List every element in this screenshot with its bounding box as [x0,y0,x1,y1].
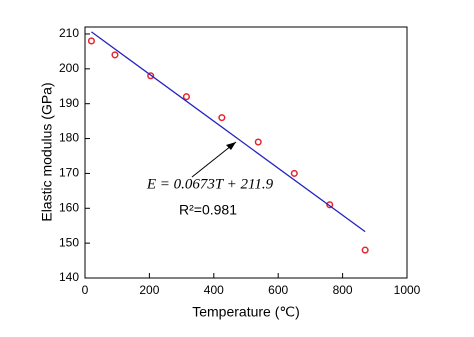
data-point [290,169,298,177]
plot-frame [84,26,408,279]
x-tick-label: 200 [139,283,159,297]
y-axis-title: Elastic modulus (GPa) [39,82,55,221]
arrow-head [226,142,236,150]
data-point [361,246,369,254]
y-tick-label: 170 [59,166,79,180]
x-tick-label: 1000 [394,283,421,297]
x-tick-label: 800 [333,283,353,297]
data-point [182,93,190,101]
y-tick-label: 180 [59,131,79,145]
r-squared: R²=0.981 [179,202,237,218]
data-point [87,37,95,45]
x-tick-label: 400 [204,283,224,297]
x-tick-label: 600 [268,283,288,297]
data-point [326,201,334,209]
y-tick-label: 210 [59,26,79,40]
y-tick-label: 160 [59,200,79,214]
fit-line [91,31,366,233]
data-point [218,114,226,122]
data-point [254,138,262,146]
data-point [147,72,155,80]
equation: E = 0.0673T + 211.9 [146,176,274,192]
y-tick-label: 190 [59,96,79,110]
arrow-shaft [191,141,237,178]
x-axis-title: Temperature (℃) [192,304,300,320]
y-tick-label: 200 [59,61,79,75]
y-tick-label: 150 [59,235,79,249]
x-tick-label: 0 [82,283,89,297]
y-tick-label: 140 [59,270,79,284]
data-point [111,51,119,59]
